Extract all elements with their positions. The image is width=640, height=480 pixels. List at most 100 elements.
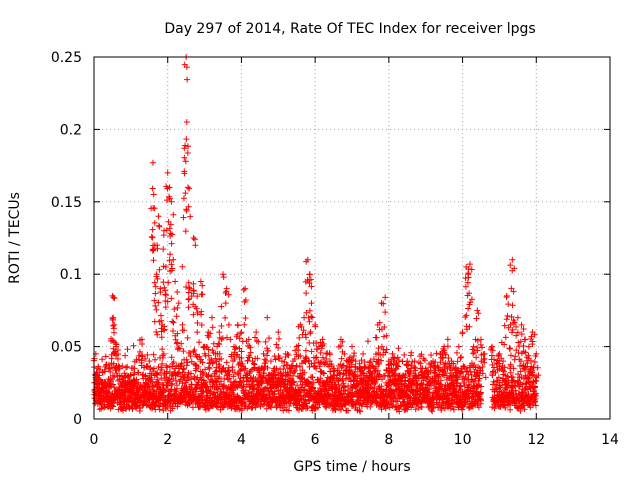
cloud-point [168,354,175,361]
data-point [249,358,256,365]
cloud-point [401,351,408,358]
cloud-point [428,351,435,358]
data-point [425,389,432,396]
cloud-point [463,398,470,405]
data-point [149,159,156,166]
data-point [184,334,191,341]
data-point [380,300,387,307]
data-point [387,360,394,367]
data-point [366,361,373,368]
data-point [429,378,436,385]
data-point [306,280,313,287]
data-point [158,317,165,324]
cloud-point [119,363,126,370]
data-point [213,378,220,385]
data-point [147,374,154,381]
data-point [459,330,466,337]
x-tick-label: 12 [527,432,545,448]
cloud-point [110,400,117,407]
data-point [183,136,190,143]
data-point [194,293,201,300]
cloud-point [395,345,402,352]
cloud-point [296,406,303,413]
cloud-point [510,365,517,372]
data-point [300,327,307,334]
data-point [393,381,400,388]
cloud-point [214,384,221,391]
data-point [177,363,184,370]
cloud-point [164,382,171,389]
data-point [96,376,103,383]
data-point [187,213,194,220]
data-point [225,367,232,374]
data-point [149,226,156,233]
data-point [155,299,162,306]
cloud-point [261,386,268,393]
data-point [147,364,154,371]
data-point [190,235,197,241]
data-point [257,373,264,380]
data-point [296,334,303,341]
data-points [90,54,542,415]
data-point [413,377,420,384]
data-point [531,359,538,366]
data-point [126,383,133,390]
data-point [158,325,165,332]
data-point [184,76,191,83]
data-point [347,369,354,376]
data-point [169,265,176,272]
data-point [508,285,515,292]
data-point [474,307,481,314]
y-tick-label: 0.1 [60,267,82,283]
data-point [280,365,287,372]
data-point [475,372,482,379]
data-point [411,358,418,365]
cloud-point [517,407,524,414]
data-point [186,185,193,192]
cloud-point [326,395,333,402]
cloud-point [237,375,244,382]
data-point [423,385,430,392]
data-point [191,236,198,243]
cloud-point [101,379,108,386]
cloud-point [110,381,117,388]
data-point [208,356,215,363]
data-point [306,318,313,325]
data-point [311,362,318,369]
cloud-point [129,405,136,412]
data-point [172,278,179,285]
cloud-point [111,374,118,381]
data-point [464,279,471,286]
data-point [395,375,402,382]
x-axis-label: GPS time / hours [293,459,410,475]
cloud-point [166,376,173,383]
data-point [534,364,541,371]
data-point [316,363,323,370]
cloud-point [470,382,477,389]
data-point [178,340,185,347]
cloud-point [101,404,108,411]
data-point [151,297,158,304]
cloud-point [491,381,498,388]
cloud-point [150,368,157,375]
data-point [402,390,409,397]
data-point [317,339,324,346]
data-point [471,362,478,369]
data-point [509,256,516,263]
data-point [399,372,406,379]
data-point [285,387,292,394]
data-point [480,351,487,358]
data-point [231,369,238,376]
data-point [422,365,429,372]
data-point [103,390,110,397]
cloud-point [443,387,450,394]
cloud-point [169,363,176,370]
data-point [321,379,328,386]
data-point [144,382,151,389]
data-point [524,360,531,367]
data-point [150,257,157,264]
cloud-point [335,401,342,408]
data-point [507,363,514,370]
data-point [182,190,189,197]
cloud-point [378,406,385,413]
